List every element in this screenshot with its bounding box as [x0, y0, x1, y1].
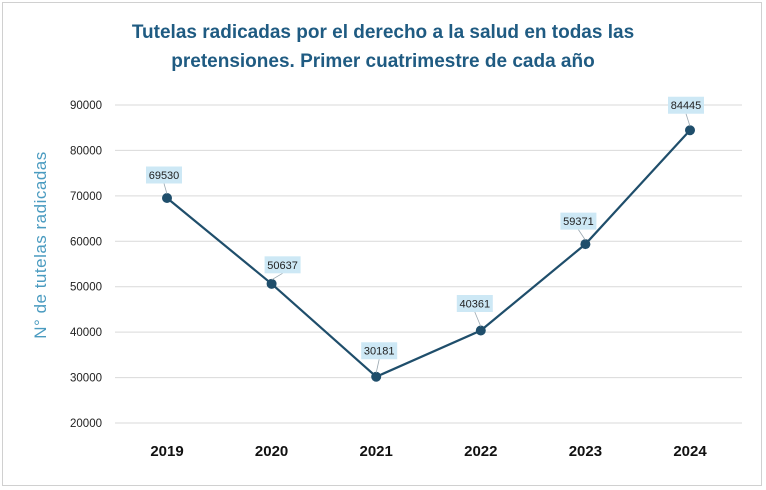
data-label-box — [146, 166, 182, 184]
data-label: 59371 — [563, 216, 594, 228]
data-point — [162, 192, 172, 203]
x-axis-ticks: 2019 2020 2021 2022 2023 2024 — [150, 443, 707, 460]
data-point — [475, 325, 486, 336]
data-label-leader — [474, 311, 482, 327]
data-label-leader — [163, 183, 168, 195]
data-label-leader — [685, 113, 691, 127]
x-tick-label: 2022 — [464, 443, 497, 460]
y-tick-label: 50000 — [70, 282, 102, 294]
data-point — [371, 371, 382, 382]
data-labels: 69530 50637 30181 40361 59371 84445 — [146, 96, 704, 373]
data-label-leader — [271, 272, 283, 281]
data-point — [266, 278, 277, 289]
data-label: 84445 — [671, 100, 702, 112]
data-label-box — [264, 256, 301, 274]
y-tick-label: 20000 — [70, 418, 102, 430]
y-tick-label: 30000 — [70, 373, 102, 385]
y-tick-label: 40000 — [70, 327, 102, 339]
data-label: 40361 — [460, 299, 491, 311]
data-point — [580, 239, 591, 250]
data-label: 50637 — [267, 260, 298, 272]
chart-title-line-2: pretensiones. Primer cuatrimestre de cad… — [171, 51, 595, 72]
y-tick-label: 70000 — [70, 191, 102, 203]
data-label: 30181 — [364, 346, 395, 358]
data-label: 69530 — [149, 170, 180, 182]
y-axis-ticks: 20000 30000 40000 50000 60000 70000 80000 90000 — [70, 100, 102, 430]
chart-title-line-1: Tutelas radicadas por el derecho a la sa… — [131, 22, 635, 43]
gridlines — [115, 104, 742, 424]
chart-title: Tutelas radicadas por el derecho a la sa… — [0, 18, 766, 76]
x-tick-label: 2023 — [569, 443, 602, 460]
data-label-box — [560, 212, 597, 230]
x-tick-label: 2020 — [255, 443, 288, 460]
series-line-group — [162, 125, 695, 382]
y-tick-label: 90000 — [70, 100, 102, 112]
y-tick-label: 60000 — [70, 236, 102, 248]
data-point — [685, 125, 695, 136]
x-tick-label: 2019 — [150, 443, 183, 460]
data-label-box — [668, 96, 704, 114]
data-label-box — [361, 342, 398, 360]
series-line — [166, 129, 691, 379]
x-tick-label: 2024 — [673, 443, 707, 460]
data-label-box — [456, 295, 493, 313]
x-tick-label: 2021 — [360, 443, 393, 460]
data-label-leader — [375, 359, 380, 373]
y-tick-label: 80000 — [70, 145, 102, 157]
y-axis-label: N° de tutelas radicadas — [31, 151, 50, 338]
data-label-leader — [578, 229, 586, 241]
